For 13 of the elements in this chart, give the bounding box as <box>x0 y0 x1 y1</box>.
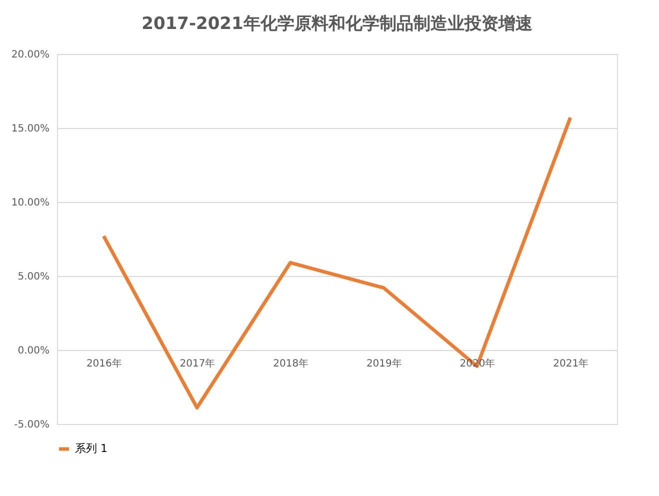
x-tick-label: 2016年 <box>86 358 122 370</box>
y-tick-label: 5.00% <box>18 272 50 282</box>
x-tick-label: 2017年 <box>180 358 216 370</box>
x-tick-label: 2019年 <box>366 358 402 370</box>
chart-title: 2017-2021年化学原料和化学制品制造业投资增速 <box>142 14 532 34</box>
y-tick-label: 10.00% <box>11 198 50 208</box>
y-tick-label: 0.00% <box>18 346 50 356</box>
y-tick-label: 15.00% <box>11 124 50 134</box>
x-tick-label: 2018年 <box>273 358 309 370</box>
y-tick-label: -5.00% <box>14 420 50 430</box>
legend-label: 系列 1 <box>75 442 108 455</box>
x-tick-label: 2021年 <box>553 358 589 370</box>
y-tick-label: 20.00% <box>11 50 50 60</box>
